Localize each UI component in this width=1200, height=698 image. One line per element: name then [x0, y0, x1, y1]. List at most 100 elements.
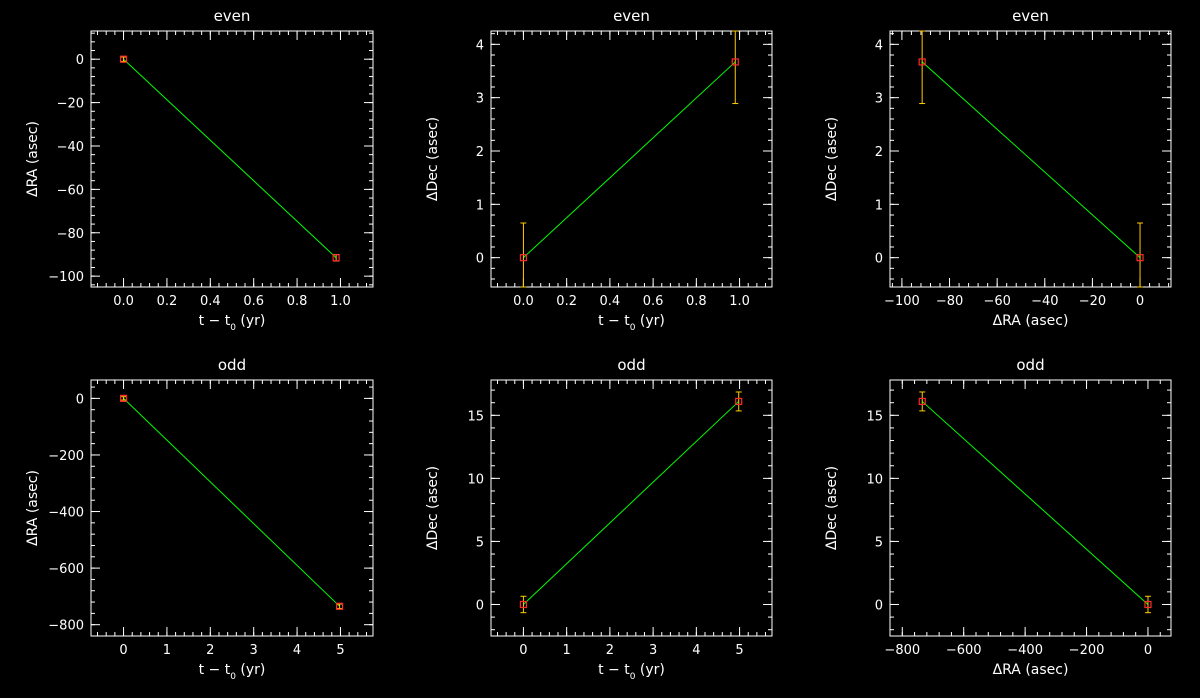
x-tick-label: 5	[336, 643, 344, 658]
y-tick-label: −100	[48, 270, 84, 285]
data-point	[731, 58, 739, 66]
data-point	[519, 600, 528, 609]
y-tick-label: 15	[866, 409, 883, 424]
data-point	[519, 254, 528, 262]
plot-frame	[889, 30, 1172, 288]
panel-title: even	[613, 7, 650, 25]
x-tick-label: 1	[163, 643, 171, 658]
fit-line	[921, 401, 1149, 605]
y-tick-label: 4	[476, 38, 484, 53]
y-axis-label: ΔDec (asec)	[824, 117, 840, 201]
x-tick-label: 0	[119, 643, 127, 658]
plot-frame	[90, 30, 374, 288]
fit-line	[123, 398, 340, 607]
x-tick-label: −80	[936, 294, 963, 309]
y-tick-label: 0	[76, 53, 84, 68]
y-axis-label: ΔDec (asec)	[824, 466, 840, 550]
y-tick-label: 15	[467, 409, 484, 424]
panel-title: even	[214, 7, 251, 25]
x-tick-label: 0.2	[157, 294, 178, 309]
y-axis-label: ΔRA (asec)	[25, 470, 41, 546]
plot-frame	[889, 379, 1172, 637]
x-tick-label: 1	[563, 643, 571, 658]
data-point	[119, 394, 128, 402]
x-tick-label: −800	[884, 643, 920, 658]
x-tick-label: 0.8	[686, 294, 707, 309]
plot-frame	[90, 379, 374, 637]
y-tick-label: 10	[866, 472, 883, 487]
x-tick-label: −400	[1007, 643, 1043, 658]
fit-line	[523, 401, 740, 605]
y-tick-label: 5	[476, 535, 484, 550]
x-tick-label: −600	[946, 643, 982, 658]
x-tick-label: 3	[649, 643, 657, 658]
data-point	[1144, 600, 1152, 609]
x-tick-label: 0.4	[600, 294, 621, 309]
x-tick-label: 2	[206, 643, 214, 658]
data-point	[332, 254, 340, 262]
x-tick-label: −40	[1031, 294, 1058, 309]
x-tick-label: 0.2	[556, 294, 577, 309]
y-tick-label: 1	[875, 198, 883, 213]
y-tick-label: −400	[48, 506, 84, 521]
x-axis-label: t − t0 (yr)	[598, 313, 665, 333]
data-point	[918, 58, 926, 66]
x-tick-label: 5	[735, 643, 743, 658]
y-tick-label: 0	[476, 598, 484, 613]
y-tick-label: 0	[476, 252, 484, 267]
x-tick-label: −60	[983, 294, 1010, 309]
x-tick-label: 0	[519, 643, 527, 658]
y-tick-label: −20	[57, 97, 84, 112]
x-tick-label: 3	[250, 643, 258, 658]
x-tick-label: 0	[1144, 643, 1152, 658]
x-tick-label: 0.4	[200, 294, 221, 309]
x-axis-label: ΔRA (asec)	[993, 662, 1069, 678]
y-tick-label: 0	[875, 598, 883, 613]
x-tick-label: 0.0	[513, 294, 534, 309]
fit-line	[123, 58, 337, 259]
x-axis-label: ΔRA (asec)	[993, 313, 1069, 329]
y-axis-label: ΔDec (asec)	[425, 466, 441, 550]
x-tick-label: 4	[692, 643, 700, 658]
y-tick-label: 3	[476, 92, 484, 107]
panel-5: 0 1 2 3 4 5 0 5 10 15 odd t − t0 (yr) ΔDec (asec)	[425, 356, 773, 682]
data-point	[119, 55, 128, 63]
panel-title: odd	[218, 356, 246, 374]
fit-line	[523, 61, 736, 259]
plot-frame	[490, 379, 773, 637]
x-tick-label: −200	[1069, 643, 1105, 658]
y-tick-label: 0	[76, 392, 84, 407]
y-tick-label: −800	[48, 619, 84, 634]
y-tick-label: −60	[57, 183, 84, 198]
y-tick-label: 0	[875, 252, 883, 267]
y-tick-label: 5	[875, 535, 883, 550]
data-point	[335, 602, 344, 610]
y-tick-label: −40	[57, 140, 84, 155]
x-tick-label: −100	[884, 294, 920, 309]
x-tick-label: 1.0	[729, 294, 750, 309]
panel-title: odd	[617, 356, 645, 374]
x-tick-label: 4	[293, 643, 301, 658]
data-point	[918, 397, 926, 406]
x-axis-label: t − t0 (yr)	[199, 313, 266, 333]
plot-frame	[490, 30, 773, 288]
x-tick-label: 0	[1136, 294, 1144, 309]
x-tick-label: 0.0	[113, 294, 134, 309]
y-tick-label: 1	[476, 198, 484, 213]
y-tick-label: 10	[467, 472, 484, 487]
panel-title: odd	[1016, 356, 1044, 374]
y-tick-label: −600	[48, 562, 84, 577]
y-axis-label: ΔRA (asec)	[25, 121, 41, 197]
panel-title: even	[1012, 7, 1049, 25]
x-tick-label: 1.0	[330, 294, 351, 309]
data-point	[1136, 254, 1144, 262]
panel-3: −100 −80 −60 −40 −20 0 0 1 2 3 4 even ΔRA (asec) ΔDec…	[824, 7, 1172, 329]
x-tick-label: 0.8	[287, 294, 308, 309]
y-tick-label: 2	[875, 145, 883, 160]
y-tick-label: −80	[57, 227, 84, 242]
y-axis-label: ΔDec (asec)	[425, 117, 441, 201]
y-tick-label: 2	[476, 145, 484, 160]
y-tick-label: 4	[875, 38, 883, 53]
data-point	[735, 397, 743, 406]
